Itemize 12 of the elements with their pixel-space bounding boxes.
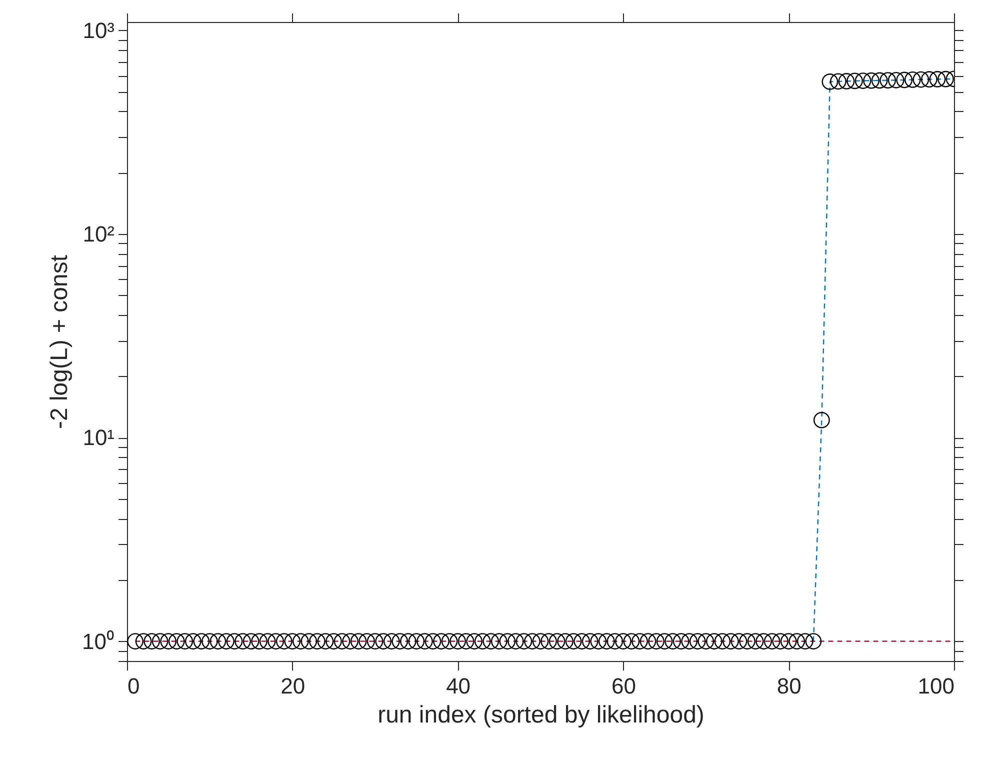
x-tick-label: 100: [918, 674, 954, 698]
y-tick-label: 10⁰: [82, 628, 114, 654]
y-tick-label: 10²: [82, 222, 114, 247]
x-tick-label: 0: [128, 674, 140, 698]
x-axis-title: run index (sorted by likelihood): [378, 702, 704, 728]
x-tick-label: 20: [280, 674, 306, 698]
x-tick-label: 60: [611, 674, 636, 698]
x-tick-label: 40: [446, 674, 471, 698]
y-tick-label: 10¹: [82, 425, 114, 450]
y-axis-title: -2 log(L) + const: [46, 254, 74, 430]
x-tick-label: 80: [776, 674, 802, 698]
y-tick-label: 10³: [82, 18, 114, 43]
